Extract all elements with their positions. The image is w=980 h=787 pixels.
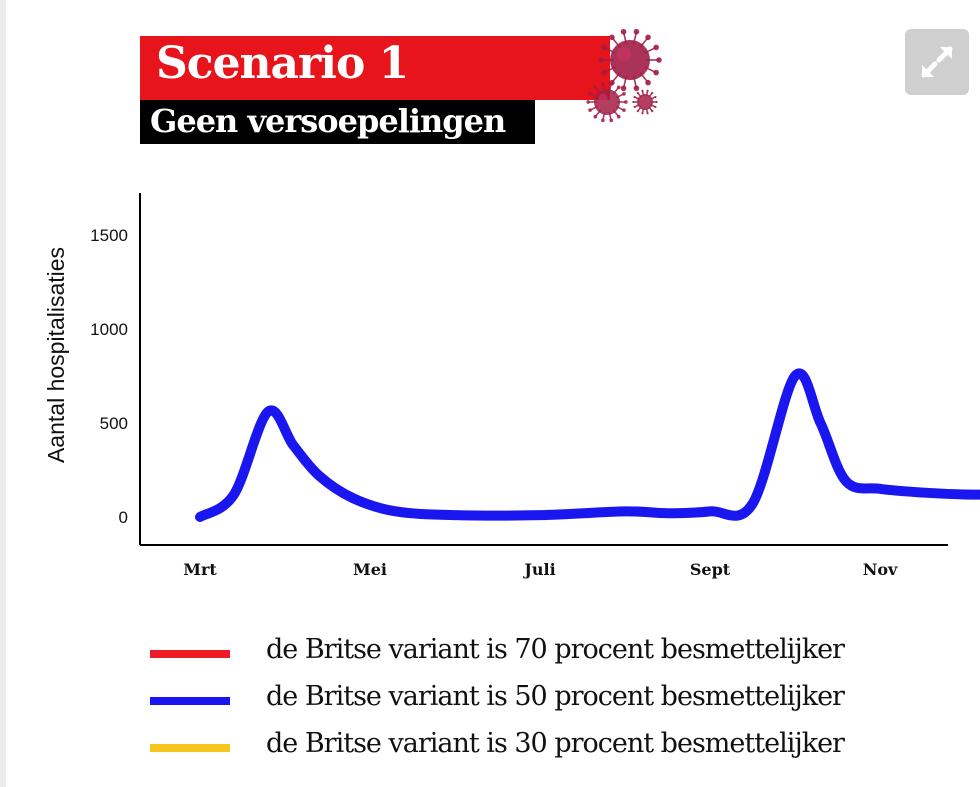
x-tick-label: Mei (353, 560, 387, 579)
legend-label: de Britse variant is 70 procent besmette… (266, 634, 845, 665)
x-tick-label: Juli (522, 560, 555, 579)
legend-label: de Britse variant is 50 procent besmette… (266, 681, 845, 712)
title-banner: Scenario 1 (140, 36, 610, 100)
chart-subtitle: Geen versoepelingen (150, 102, 506, 140)
x-tick-label: Mrt (183, 560, 217, 579)
y-tick-label: 1500 (90, 226, 128, 245)
subtitle-banner: Geen versoepelingen (140, 100, 535, 144)
y-tick-label: 1000 (90, 320, 128, 339)
y-axis-label: Aantal hospitalisaties (43, 247, 69, 463)
expand-button[interactable] (905, 29, 969, 95)
coronavirus-icon (586, 28, 662, 123)
x-tick-label: Nov (863, 560, 898, 579)
legend-label: de Britse variant is 30 procent besmette… (266, 728, 845, 759)
y-tick-label: 0 (119, 508, 128, 527)
legend-swatch (150, 697, 230, 705)
legend-swatch (150, 744, 230, 752)
historical-line (195, 368, 980, 522)
x-tick-label: Sept (690, 560, 731, 579)
y-tick-label: 500 (100, 414, 128, 433)
image-frame-left (0, 0, 6, 787)
legend-swatch (150, 650, 230, 658)
chart-title: Scenario 1 (156, 38, 409, 89)
expand-icon (921, 46, 953, 78)
